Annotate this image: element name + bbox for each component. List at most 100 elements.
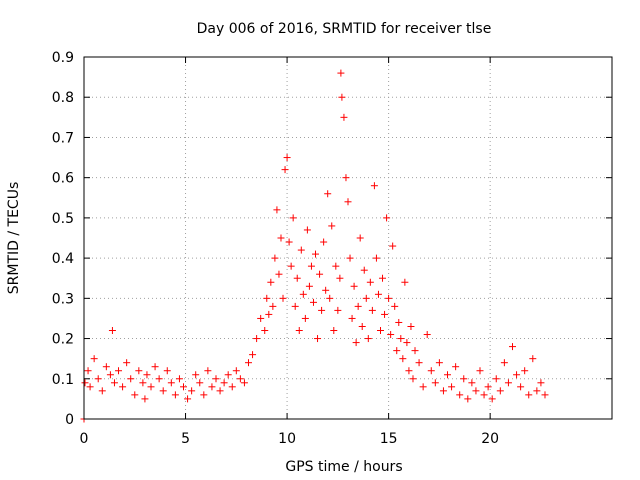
data-point <box>456 391 464 399</box>
data-point <box>330 327 338 335</box>
data-point <box>379 274 387 282</box>
data-point <box>411 347 419 355</box>
data-point <box>208 383 216 391</box>
data-point <box>352 339 360 347</box>
data-point <box>407 322 415 330</box>
data-point <box>356 234 364 242</box>
data-point <box>448 383 456 391</box>
data-point <box>393 347 401 355</box>
data-point <box>281 166 289 174</box>
data-point <box>513 371 521 379</box>
data-point <box>372 254 380 262</box>
data-point <box>318 306 326 314</box>
data-point <box>163 367 171 375</box>
data-point <box>216 387 224 395</box>
data-point <box>399 355 407 363</box>
data-point <box>496 387 504 395</box>
data-point <box>427 367 435 375</box>
x-axis-label: GPS time / hours <box>285 459 402 475</box>
data-point <box>192 371 200 379</box>
data-point <box>521 367 529 375</box>
data-point <box>273 206 281 214</box>
data-point <box>253 335 261 343</box>
data-point <box>541 391 549 399</box>
data-point <box>338 93 346 101</box>
data-point <box>364 335 372 343</box>
y-tick-label: 0.1 <box>52 372 74 388</box>
data-point <box>472 387 480 395</box>
data-point <box>468 379 476 387</box>
data-point <box>529 355 537 363</box>
data-point <box>342 174 350 182</box>
data-point <box>277 234 285 242</box>
data-point <box>291 302 299 310</box>
data-point <box>175 375 183 383</box>
data-point <box>431 379 439 387</box>
data-point <box>224 371 232 379</box>
y-tick-label: 0.5 <box>52 211 74 227</box>
data-point <box>265 310 273 318</box>
chart-title: Day 006 of 2016, SRMTID for receiver tls… <box>197 21 492 37</box>
data-point <box>344 198 352 206</box>
data-point <box>340 113 348 121</box>
data-point <box>435 359 443 367</box>
data-point <box>295 327 303 335</box>
data-point <box>167 379 175 387</box>
data-point <box>312 250 320 258</box>
data-point <box>303 226 311 234</box>
data-point <box>391 302 399 310</box>
data-point <box>374 290 382 298</box>
data-point <box>350 282 358 290</box>
data-point <box>151 363 159 371</box>
data-point <box>480 391 488 399</box>
data-point <box>110 379 118 387</box>
data-point <box>81 379 89 387</box>
data-point <box>419 383 427 391</box>
data-point <box>401 278 409 286</box>
data-point <box>108 327 116 335</box>
y-axis-label: SRMTID / TECUs <box>6 182 22 295</box>
data-point <box>460 375 468 383</box>
x-tick-label: 20 <box>481 431 499 447</box>
data-point <box>439 387 447 395</box>
data-point <box>293 274 301 282</box>
y-tick-label: 0.6 <box>52 171 74 187</box>
data-point <box>94 375 102 383</box>
data-point <box>269 302 277 310</box>
data-point <box>184 395 192 403</box>
data-point <box>275 270 283 278</box>
data-point <box>131 391 139 399</box>
data-point <box>240 379 248 387</box>
data-point <box>141 395 149 403</box>
data-point <box>423 331 431 339</box>
data-point <box>119 383 127 391</box>
data-point <box>212 375 220 383</box>
data-point <box>271 254 279 262</box>
data-point <box>348 314 356 322</box>
data-point <box>299 290 307 298</box>
data-point <box>533 387 541 395</box>
data-point <box>517 383 525 391</box>
data-point <box>159 387 167 395</box>
data-point <box>220 379 228 387</box>
data-point <box>334 306 342 314</box>
data-point <box>316 270 324 278</box>
data-point <box>86 383 94 391</box>
data-point <box>504 379 512 387</box>
y-tick-label: 0.2 <box>52 332 74 348</box>
y-tick-label: 0.7 <box>52 130 74 146</box>
x-tick-label: 5 <box>181 431 190 447</box>
data-point <box>492 375 500 383</box>
x-tick-label: 0 <box>80 431 89 447</box>
data-point <box>84 367 92 375</box>
data-point <box>236 375 244 383</box>
data-point <box>383 214 391 222</box>
y-tick-label: 0.4 <box>52 251 74 267</box>
data-point <box>376 327 384 335</box>
data-point <box>196 379 204 387</box>
data-point <box>409 375 417 383</box>
data-point <box>143 371 151 379</box>
data-point <box>228 383 236 391</box>
